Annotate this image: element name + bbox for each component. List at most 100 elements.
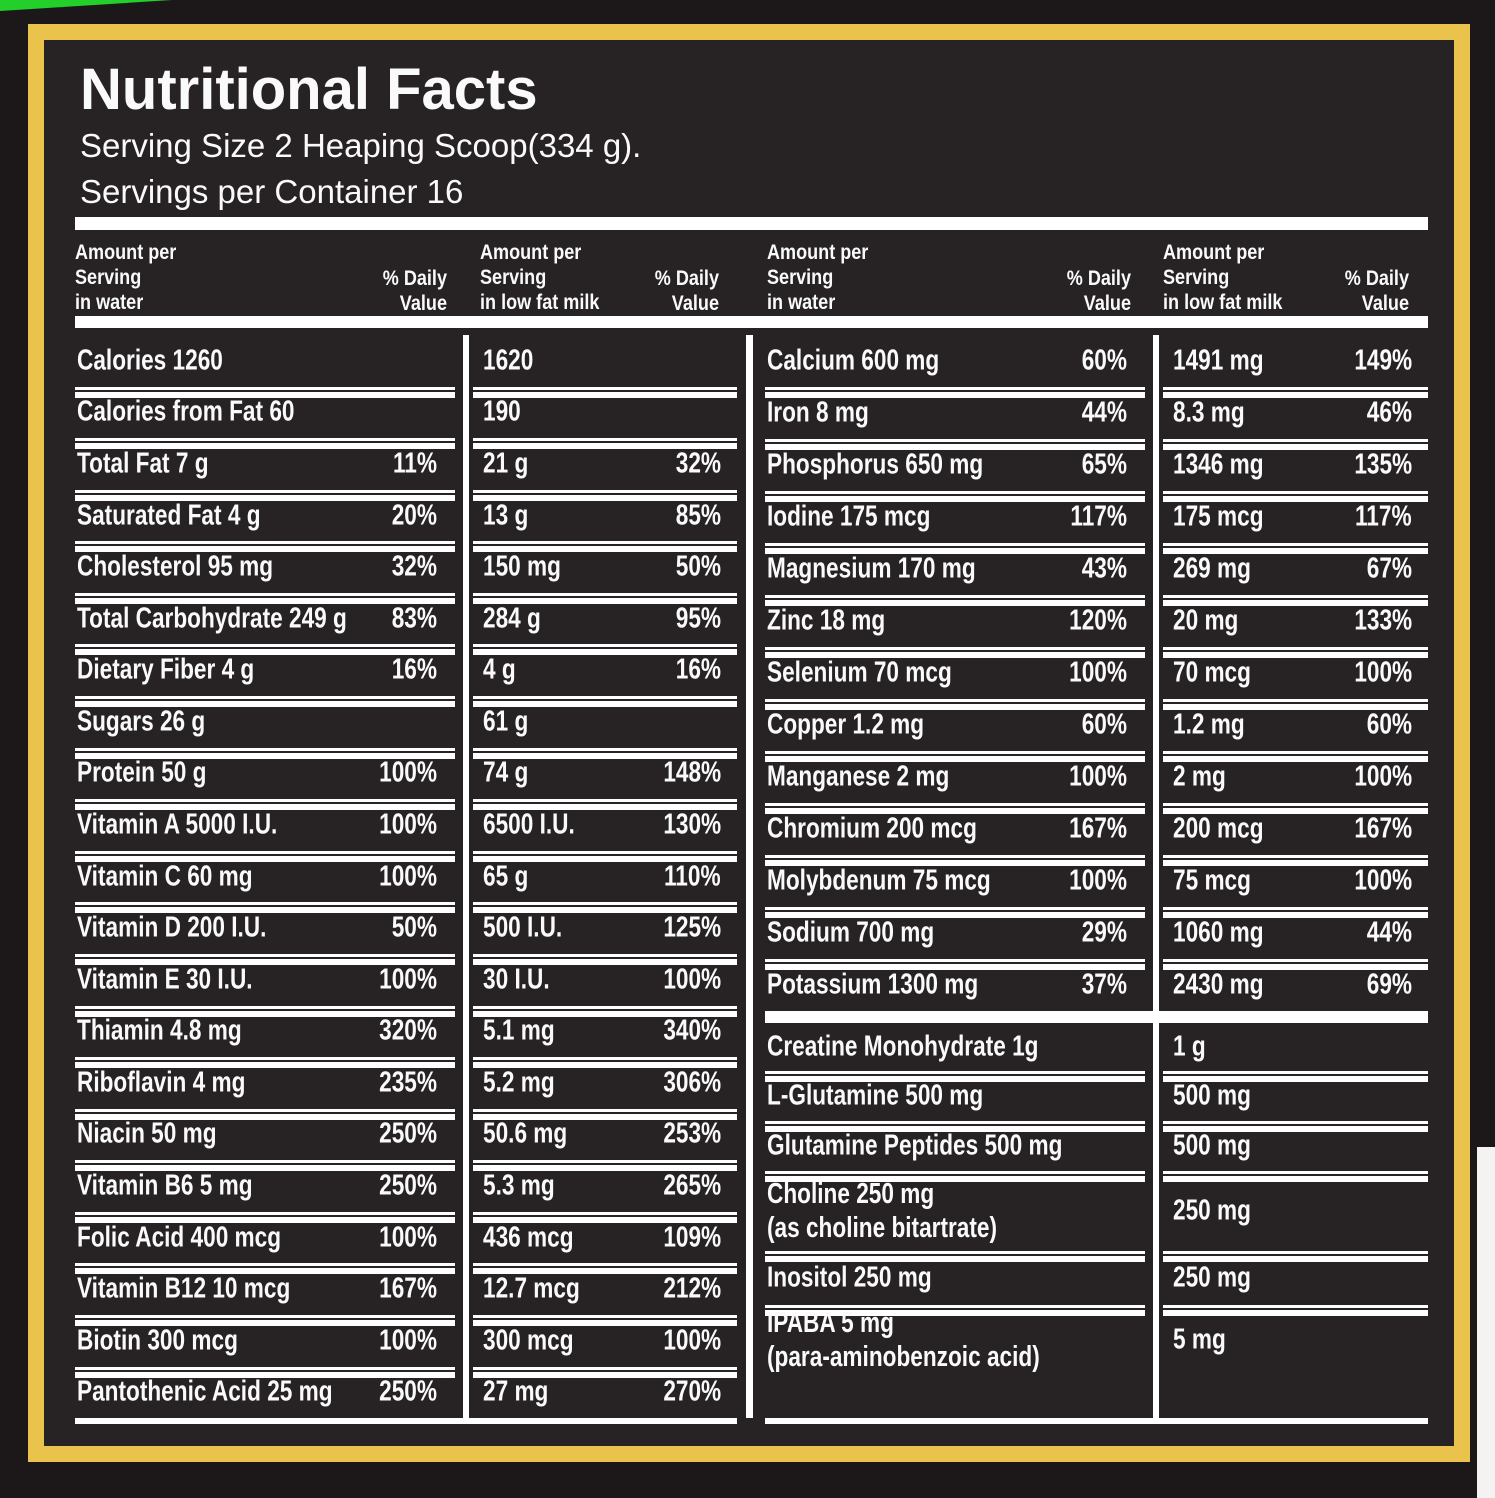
milk-amount: 200 mcg <box>1173 812 1264 845</box>
milk-amount: 61 g <box>483 705 529 738</box>
table-row: Biotin 300 mcg 100% 300 mcg 100% <box>75 1314 737 1367</box>
header-line: Serving <box>1163 266 1230 289</box>
row-divider-line <box>765 491 1145 502</box>
water-daily-value: 37% <box>1081 968 1127 1001</box>
row-divider-line <box>473 850 737 862</box>
row-divider-line <box>765 1071 1145 1082</box>
milk-daily-value: 253% <box>663 1117 721 1150</box>
nutrient-label: Molybdenum 75 mcg <box>767 864 991 897</box>
table-row: Choline 250 mg (as choline bitartrate) 250… <box>765 1171 1428 1251</box>
row-divider-line <box>75 696 455 708</box>
row-divider-line <box>1163 647 1428 658</box>
nutrient-label: Chromium 200 mcg <box>767 812 977 845</box>
nutrient-label: Niacin 50 mg <box>77 1117 217 1150</box>
supplement-rows: Creatine Monohydrate 1g 1 g L-Glutamine 50… <box>765 1023 1428 1375</box>
table-row: Thiamin 4.8 mg 320% 5.1 mg 340% <box>75 1005 737 1058</box>
column-header-daily-value-left-milk: % Daily Value <box>599 240 719 316</box>
row-divider-line <box>75 799 455 811</box>
row-divider-line <box>765 439 1145 450</box>
milk-daily-value: 212% <box>663 1272 721 1305</box>
milk-daily-value: 44% <box>1366 916 1412 949</box>
milk-daily-value: 149% <box>1354 344 1412 377</box>
water-daily-value: 16% <box>391 653 437 686</box>
header-line: Serving <box>75 266 142 289</box>
table-row: Riboflavin 4 mg 235% 5.2 mg 306% <box>75 1057 737 1109</box>
header-line: in low fat milk <box>480 291 600 314</box>
table-row: Cholesterol 95 mg 32% 150 mg 50% <box>75 541 737 593</box>
milk-daily-value: 100% <box>1354 864 1412 897</box>
row-divider-line <box>473 489 737 501</box>
section-divider-bar <box>765 1011 1428 1023</box>
row-divider-line <box>473 902 737 914</box>
nutrient-label: Biotin 300 mcg <box>77 1324 238 1357</box>
header-line: Amount per <box>480 241 582 264</box>
milk-amount: 500 mg <box>1173 1079 1251 1112</box>
header-line: % Daily <box>382 267 447 290</box>
milk-amount: 284 g <box>483 602 541 635</box>
nutrient-label: Magnesium 170 mg <box>767 552 976 585</box>
milk-amount: 436 mcg <box>483 1221 574 1254</box>
water-daily-value: 60% <box>1081 708 1127 741</box>
nutrient-label: Phosphorus 650 mg <box>767 448 984 481</box>
row-divider-line <box>765 699 1145 710</box>
row-divider-line <box>1163 1305 1428 1316</box>
page-edge-strip <box>1477 1147 1495 1498</box>
row-divider-line <box>473 696 737 708</box>
row-divider-line <box>75 541 455 553</box>
row-divider-line <box>1163 751 1428 762</box>
row-divider-line <box>1163 543 1428 554</box>
table-row: Zinc 18 mg 120% 20 mg 133% <box>765 595 1428 647</box>
row-divider-line <box>765 907 1145 918</box>
milk-amount: 13 g <box>483 499 529 532</box>
nutrient-label: Folic Acid 400 mcg <box>77 1221 282 1254</box>
header-line: in water <box>767 291 836 314</box>
milk-amount: 75 mcg <box>1173 864 1251 897</box>
row-divider-line <box>75 438 455 450</box>
nutrient-label: Inositol 250 mg <box>767 1261 932 1294</box>
header-line: in water <box>75 291 144 314</box>
servings-per-container: Servings per Container 16 <box>80 173 464 210</box>
row-divider-line <box>765 803 1145 814</box>
water-daily-value: 117% <box>1070 500 1127 533</box>
table-row: Creatine Monohydrate 1g 1 g <box>765 1023 1428 1071</box>
water-daily-value: 100% <box>1069 656 1127 689</box>
milk-daily-value: 50% <box>675 550 721 583</box>
header-line: Value <box>671 292 719 315</box>
table-row: Phosphorus 650 mg 65% 1346 mg 135% <box>765 439 1428 491</box>
water-daily-value: 100% <box>1069 864 1127 897</box>
row-divider-line <box>473 438 737 450</box>
table-row: Molybdenum 75 mcg 100% 75 mcg 100% <box>765 855 1428 907</box>
milk-daily-value: 100% <box>663 963 721 996</box>
milk-amount: 30 I.U. <box>483 963 550 996</box>
nutrient-label: Sugars 26 g <box>77 705 206 738</box>
green-accent-wedge <box>0 0 172 11</box>
row-divider-line <box>75 1108 455 1120</box>
milk-amount: 269 mg <box>1173 552 1251 585</box>
nutrient-label: Dietary Fiber 4 g <box>77 653 255 686</box>
milk-daily-value: 32% <box>675 447 721 480</box>
nutrient-label: Iron 8 mg <box>767 396 869 429</box>
row-divider-line <box>473 1314 737 1326</box>
row-divider-line <box>1163 595 1428 606</box>
row-divider-line <box>1163 1251 1428 1262</box>
row-divider-line <box>1163 959 1428 970</box>
milk-amount: 190 <box>483 395 521 428</box>
row-divider-line <box>765 1171 1145 1182</box>
water-daily-value: 50% <box>391 911 437 944</box>
milk-daily-value: 16% <box>675 653 721 686</box>
page-title: Nutritional Facts <box>80 57 538 122</box>
nutrient-label: Calcium 600 mg <box>767 344 940 377</box>
table-row: Selenium 70 mcg 100% 70 mcg 100% <box>765 647 1428 699</box>
row-divider-line <box>473 386 737 398</box>
nutrient-label: L-Glutamine 500 mg <box>767 1079 984 1112</box>
milk-amount: 20 mg <box>1173 604 1239 637</box>
row-divider-line <box>765 855 1145 866</box>
header-line: Value <box>399 292 447 315</box>
row-divider-line <box>473 747 737 759</box>
column-header-amount-milk-left: Amount per Serving in low fat milk <box>480 240 599 316</box>
table-row: Saturated Fat 4 g 20% 13 g 85% <box>75 489 737 542</box>
header-top-rule <box>75 217 1428 230</box>
table-row: L-Glutamine 500 mg 500 mg <box>765 1071 1428 1121</box>
header-line: Amount per <box>767 241 869 264</box>
